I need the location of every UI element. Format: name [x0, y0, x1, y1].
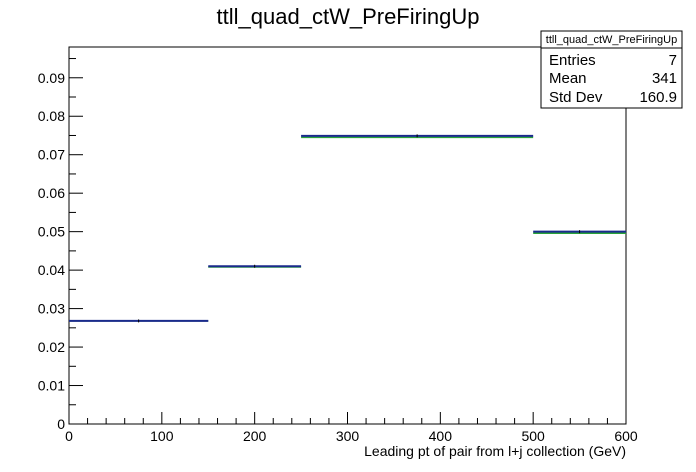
stats-box-name: ttll_quad_ctW_PreFiringUp [546, 34, 677, 46]
stats-box: ttll_quad_ctW_PreFiringUp Entries 7 Mean… [540, 30, 683, 109]
stats-entries-value: 7 [669, 52, 677, 69]
chart-title: ttll_quad_ctW_PreFiringUp [217, 4, 480, 29]
stats-box-frame [540, 30, 683, 109]
y-tick-label: 0.09 [38, 70, 65, 86]
x-tick-label: 500 [521, 428, 545, 444]
y-tick-label: 0.05 [38, 224, 65, 240]
stats-stddev-value: 160.9 [639, 89, 677, 106]
y-tick-label: 0.01 [38, 378, 65, 394]
y-tick-label: 0.02 [38, 339, 65, 355]
x-axis: 0 100 200 300 400 500 600 [65, 412, 638, 444]
stats-stddev-label: Std Dev [549, 89, 603, 106]
x-tick-label: 600 [614, 428, 638, 444]
y-tick-label: 0 [57, 416, 65, 432]
x-tick-label: 400 [429, 428, 453, 444]
y-tick-label: 0.03 [38, 301, 65, 317]
y-tick-label: 0.06 [38, 185, 65, 201]
stats-mean-value: 341 [652, 70, 677, 87]
y-tick-label: 0.08 [38, 108, 65, 124]
y-tick-label: 0.07 [38, 147, 65, 163]
stats-mean-label: Mean [549, 70, 587, 87]
y-axis: 0 0.01 0.02 0.03 0.04 0.05 0.06 0.07 0.08 0.09 [38, 58, 83, 432]
x-tick-label: 200 [243, 428, 267, 444]
stats-entries-label: Entries [549, 52, 596, 69]
histogram-bins [69, 134, 626, 323]
y-tick-label: 0.04 [38, 262, 65, 278]
x-axis-title: Leading pt of pair from l+j collection (… [364, 443, 626, 459]
x-tick-label: 300 [336, 428, 360, 444]
x-tick-label: 100 [150, 428, 174, 444]
x-tick-label: 0 [65, 428, 73, 444]
